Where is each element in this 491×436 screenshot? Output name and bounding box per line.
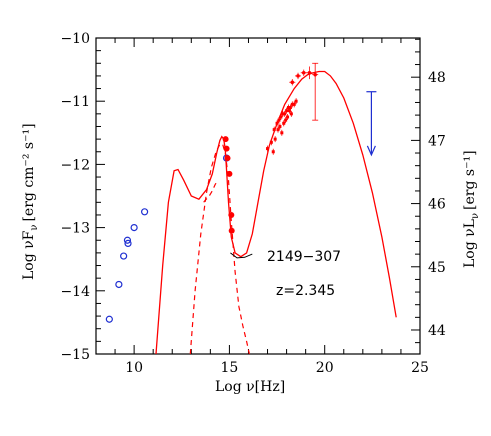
radio-optical-point xyxy=(124,239,132,247)
tick-labels: 10 15 20 25 −15 −14 −13 −12 −11 −10 44 45 46 47 48 xyxy=(60,31,445,376)
xray-point xyxy=(287,109,291,113)
xray-point xyxy=(271,150,275,154)
xray-point xyxy=(280,131,284,135)
xray-point xyxy=(282,121,286,125)
source-name-annotation: 2149−307 xyxy=(267,249,341,265)
y-right-tick-label: 44 xyxy=(428,323,446,339)
xray-point xyxy=(284,118,288,122)
y-left-tick-label: −14 xyxy=(60,284,90,300)
x-tick-label: 25 xyxy=(411,360,429,376)
xray-point xyxy=(289,112,293,116)
model-total-curve xyxy=(155,70,397,354)
xray-point xyxy=(273,137,277,141)
xray-point xyxy=(276,128,280,132)
radio-optical-point xyxy=(105,315,113,323)
y-left-tick-label: −11 xyxy=(60,94,90,110)
xray-point xyxy=(278,124,282,128)
hard-xray-point xyxy=(290,80,295,85)
xray-point xyxy=(286,115,290,119)
radio-optical-point xyxy=(123,236,132,244)
radio-optical-point xyxy=(120,252,128,260)
model-disc-curve xyxy=(189,143,250,354)
hard-xray-point xyxy=(296,74,300,78)
y-right-tick-label: 46 xyxy=(428,197,446,213)
y-left-tick-label: −12 xyxy=(60,157,90,173)
data-marks xyxy=(105,62,397,354)
xray-point xyxy=(288,106,292,110)
xray-point xyxy=(283,112,287,116)
xray-point xyxy=(290,102,294,106)
plot-border xyxy=(95,37,421,355)
x-tick-label: 20 xyxy=(316,360,334,376)
clipped-marks xyxy=(105,62,397,354)
radio-optical-point xyxy=(115,280,123,289)
model-corona-curve xyxy=(230,252,253,259)
xray-point xyxy=(281,112,285,116)
xray-point xyxy=(266,147,270,151)
y-axis-right-label: Log νLν[erg s⁻¹] xyxy=(462,150,481,268)
axis-ticks xyxy=(95,37,421,355)
y-axis-left-label: Log νFν[erg cm⁻² s⁻¹] xyxy=(21,123,40,280)
xray-point xyxy=(294,99,298,103)
plot-frame xyxy=(95,37,421,355)
xray-point xyxy=(279,115,283,119)
xray-point xyxy=(272,128,276,132)
model-component-dashed xyxy=(203,181,218,203)
redshift-annotation: z=2.345 xyxy=(276,283,335,299)
x-tick-label: 15 xyxy=(220,360,238,376)
y-left-tick-label: −15 xyxy=(60,347,90,363)
y-left-tick-label: −13 xyxy=(60,221,90,237)
radio-optical-point xyxy=(141,208,149,216)
xray-point xyxy=(286,106,290,110)
xray-point xyxy=(292,102,296,106)
x-axis-label: Log ν[Hz] xyxy=(215,379,285,395)
xray-point xyxy=(285,109,289,113)
y-right-tick-label: 48 xyxy=(428,70,446,86)
radio-optical-point xyxy=(130,224,138,232)
y-left-tick-label: −10 xyxy=(60,31,90,47)
upper-limit-arrowhead xyxy=(366,145,376,157)
y-right-tick-label: 45 xyxy=(428,260,446,276)
x-tick-label: 10 xyxy=(125,360,143,376)
y-right-tick-label: 47 xyxy=(428,133,446,149)
xray-point xyxy=(269,140,273,144)
hard-xray-point xyxy=(301,70,306,75)
